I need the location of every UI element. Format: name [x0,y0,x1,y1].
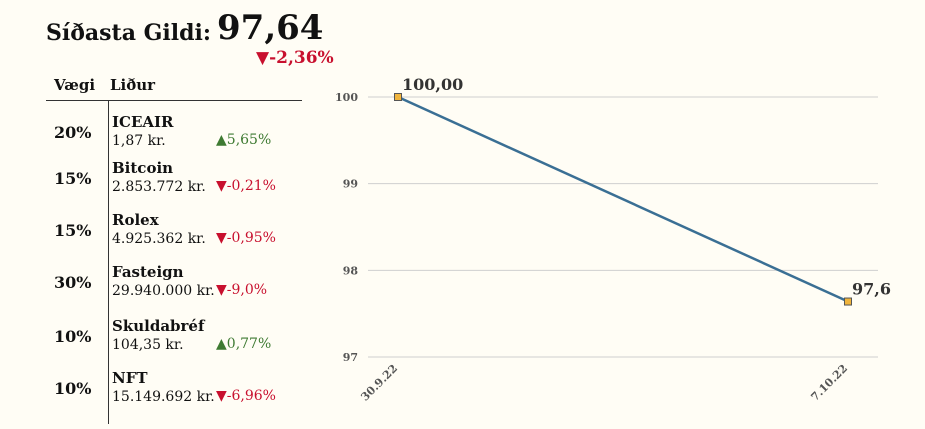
row-change-value: -0,21% [226,178,276,194]
x-tick-label: 7.10.22 [808,362,850,404]
y-tick-label: 97 [343,351,358,364]
data-point [844,297,852,306]
triangle-down-icon: ▼ [216,230,227,246]
data-label: 100,00 [402,75,463,94]
row-name: Skuldabréf [112,317,205,335]
row-change-value: 0,77% [226,336,272,352]
row-change: ▲0,77% [216,336,271,352]
row-change: ▼-0,95% [216,230,276,246]
header-divider [46,100,302,101]
y-tick-label: 99 [343,178,358,191]
triangle-down-icon: ▼ [216,282,227,298]
row-change-value: -0,95% [226,230,276,246]
row-name: Rolex [112,211,159,229]
row-change-value: -6,96% [226,388,276,404]
series-line [397,95,849,303]
row-price: 1,87 kr. [112,133,166,149]
row-name: Fasteign [112,263,184,281]
data-point [394,93,402,101]
row-weight: 10% [54,327,92,346]
line-chart: 97 98 99 100 30.9.22 7.10.22 100,00 97,6 [330,70,910,425]
row-weight: 15% [54,221,92,240]
row-change-value: 5,65% [226,132,272,148]
row-weight: 20% [54,123,92,142]
x-tick-label: 30.9.22 [358,362,400,404]
row-name: Bitcoin [112,159,174,177]
row-price: 2.853.772 kr. [112,179,206,195]
portfolio-table: Vægi Liður 20% ICEAIR 1,87 kr. ▲5,65% 15… [46,74,302,426]
row-weight: 10% [54,379,92,398]
y-tick-label: 100 [335,91,358,104]
last-change-value: -2,36% [269,48,334,68]
row-name: NFT [112,369,148,387]
row-weight: 30% [54,273,92,292]
triangle-down-icon: ▼ [216,178,227,194]
table-row: 15% Rolex 4.925.362 kr. ▼-0,95% [46,211,302,264]
line-chart-svg: 97 98 99 100 30.9.22 7.10.22 100,00 97,6 [335,75,891,404]
last-change: ▼-2,36% [256,48,334,68]
row-change: ▼-6,96% [216,388,276,404]
triangle-down-icon: ▼ [216,388,227,404]
row-change: ▲5,65% [216,132,271,148]
row-price: 4.925.362 kr. [112,231,206,247]
column-header-weight: Vægi [54,76,96,94]
table-row: 20% ICEAIR 1,87 kr. ▲5,65% [46,113,302,166]
data-label: 97,6 [852,280,891,299]
table-row: 15% Bitcoin 2.853.772 kr. ▼-0,21% [46,159,302,212]
triangle-up-icon: ▲ [216,336,227,352]
table-row: 30% Fasteign 29.940.000 kr. ▼-9,0% [46,263,302,316]
row-price: 29.940.000 kr. [112,283,214,299]
table-row: 10% NFT 15.149.692 kr. ▼-6,96% [46,369,302,422]
row-name: ICEAIR [112,113,174,131]
triangle-down-icon: ▼ [256,48,270,68]
triangle-up-icon: ▲ [216,132,227,148]
row-price: 15.149.692 kr. [112,389,214,405]
last-value-label: Síðasta Gildi: [46,20,211,46]
row-price: 104,35 kr. [112,337,184,353]
row-weight: 15% [54,169,92,188]
row-change-value: -9,0% [226,282,268,298]
column-divider [108,101,109,424]
y-tick-label: 98 [343,264,359,277]
summary-header: Síðasta Gildi: 97,64 ▼-2,36% [46,8,366,68]
row-change: ▼-9,0% [216,282,267,298]
column-header-item: Liður [110,76,156,94]
last-value: 97,64 [217,8,324,48]
row-change: ▼-0,21% [216,178,276,194]
table-row: 10% Skuldabréf 104,35 kr. ▲0,77% [46,317,302,370]
